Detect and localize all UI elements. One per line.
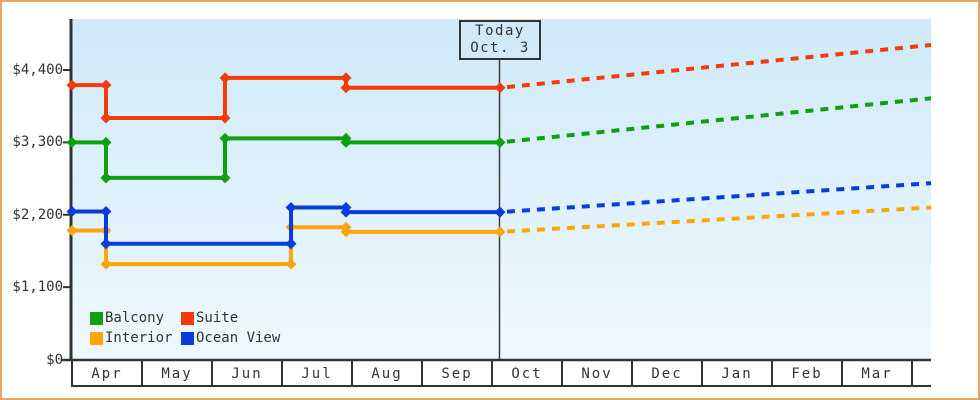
legend-label: Interior: [105, 330, 173, 346]
data-point-marker: [494, 136, 506, 148]
month-label: Oct: [511, 366, 543, 382]
today-annotation-box: Today Oct. 3: [459, 20, 541, 60]
legend-label: Balcony: [105, 310, 165, 326]
y-tick-label: $4,400: [12, 62, 63, 78]
month-label: Feb: [791, 366, 823, 382]
series-suite: [66, 43, 932, 124]
projection-line: [499, 43, 932, 90]
data-point-marker: [66, 136, 78, 148]
data-point-marker: [285, 258, 297, 270]
data-point-marker: [100, 172, 112, 184]
balcony-color-swatch: [90, 311, 103, 325]
ocean-view-color-swatch: [181, 331, 194, 345]
legend-item-interior: Interior: [90, 330, 181, 346]
series-ocean-view: [66, 181, 932, 250]
series-balcony: [66, 96, 932, 184]
month-label: Jun: [231, 366, 263, 382]
month-label: May: [161, 366, 193, 382]
data-point-marker: [66, 79, 78, 91]
month-label: Sep: [441, 366, 473, 382]
month-label: Aug: [371, 366, 403, 382]
y-tick-label: $2,200: [12, 206, 63, 223]
data-point-marker: [340, 226, 352, 238]
data-point-marker: [494, 82, 506, 94]
suite-color-swatch: [181, 311, 194, 325]
month-label: Mar: [861, 366, 893, 382]
projection-line: [499, 181, 932, 215]
data-point-marker: [219, 132, 231, 144]
y-tick-label: $0: [46, 351, 63, 368]
data-point-marker: [100, 112, 112, 124]
interior-color-swatch: [90, 331, 103, 345]
legend-item-ocean-view: Ocean View: [181, 330, 281, 346]
data-point-marker: [66, 205, 78, 217]
data-point-marker: [285, 202, 297, 214]
month-label: Dec: [651, 366, 683, 382]
today-label: Today: [475, 23, 525, 39]
legend: Balcony Suite Interior Ocean View: [90, 310, 281, 346]
plot-area: [72, 19, 931, 360]
month-label: Jul: [301, 366, 333, 382]
legend-item-balcony: Balcony: [90, 310, 181, 326]
data-point-marker: [219, 112, 231, 124]
data-point-marker: [100, 79, 112, 91]
data-point-marker: [219, 72, 231, 84]
month-label: Nov: [581, 366, 613, 382]
data-point-marker: [494, 206, 506, 218]
y-tick-label: $3,300: [12, 134, 63, 151]
legend-item-suite: Suite: [181, 310, 280, 326]
data-point-marker: [285, 238, 297, 250]
data-point-marker: [340, 206, 352, 218]
projection-line: [499, 96, 932, 145]
data-point-marker: [100, 238, 112, 250]
legend-label: Suite: [196, 310, 239, 326]
data-point-marker: [219, 172, 231, 184]
data-point-marker: [340, 72, 352, 84]
month-label: Apr: [91, 366, 123, 382]
legend-label: Ocean View: [196, 330, 281, 346]
data-point-marker: [340, 136, 352, 148]
data-point-marker: [100, 136, 112, 148]
y-tick-label: $1,100: [12, 279, 63, 296]
data-point-marker: [100, 205, 112, 217]
today-date: Oct. 3: [470, 40, 530, 56]
data-point-marker: [66, 225, 78, 237]
data-point-marker: [100, 258, 112, 270]
month-label: Jan: [721, 366, 753, 382]
data-point-marker: [340, 82, 352, 94]
data-point-marker: [494, 226, 506, 238]
projection-line: [499, 205, 932, 234]
